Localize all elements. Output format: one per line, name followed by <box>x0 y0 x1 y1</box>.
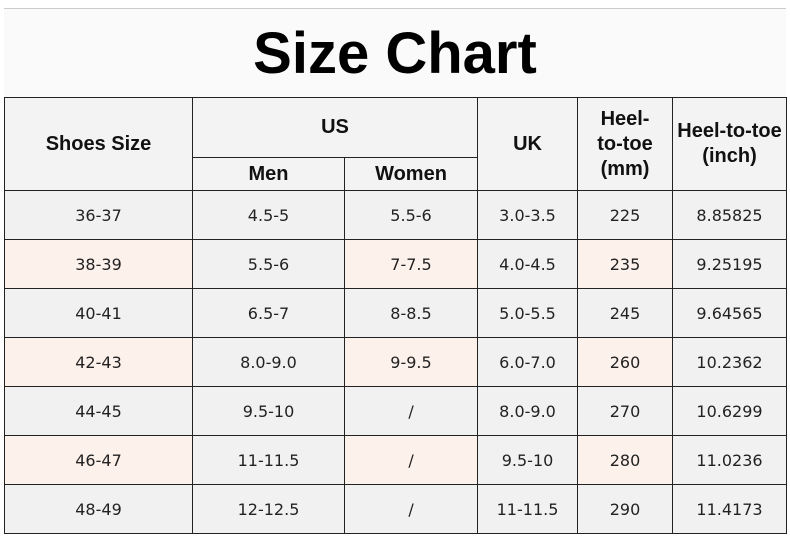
cell-uk: 4.0-4.5 <box>477 239 579 289</box>
cell-us-men: 5.5-6 <box>192 239 345 289</box>
cell-us-women: / <box>343 386 479 436</box>
cell-heel-to-toe-mm: 290 <box>577 484 674 534</box>
cell-us-men: 6.5-7 <box>192 288 345 338</box>
header-shoes-size: Shoes Size <box>4 97 193 191</box>
cell-heel-to-toe-inch: 11.0236 <box>672 435 788 485</box>
header-uk: UK <box>477 97 579 191</box>
header-heel-to-toe-inch: Heel-to-toe (inch) <box>672 97 788 191</box>
cell-uk: 8.0-9.0 <box>477 386 579 436</box>
cell-uk: 9.5-10 <box>477 435 579 485</box>
cell-us-women: / <box>343 484 479 534</box>
cell-us-women: 8-8.5 <box>343 288 479 338</box>
cell-shoes-size: 46-47 <box>4 435 193 485</box>
table-row: 44-45 9.5-10/8.0-9.0 270 10.6299 <box>4 386 788 436</box>
cell-shoes-size: 48-49 <box>4 484 193 534</box>
table-row: 36-37 4.5-5 5.5-6 3.0-3.5 225 8.85825 <box>4 190 788 240</box>
cell-us-women: 5.5-6 <box>343 190 479 240</box>
cell-uk: 5.0-5.5 <box>477 288 579 338</box>
cell-heel-to-toe-inch: 8.85825 <box>672 190 788 240</box>
header-heel-to-toe-mm: Heel-to-toe (mm) <box>577 97 674 191</box>
cell-heel-to-toe-mm: 260 <box>577 337 674 387</box>
cell-heel-to-toe-mm: 270 <box>577 386 674 436</box>
table-row: 46-47 11-11.5/9.5-10 280 11.0236 <box>4 435 788 485</box>
cell-heel-to-toe-inch: 10.6299 <box>672 386 788 436</box>
cell-uk: 3.0-3.5 <box>477 190 579 240</box>
table-row: 40-41 6.5-7 8-8.5 5.0-5.5 245 9.64565 <box>4 288 788 338</box>
cell-us-women: / <box>343 435 479 485</box>
cell-us-men: 12-12.5 <box>192 484 345 534</box>
header-us-women: Women <box>343 157 479 191</box>
cell-heel-to-toe-inch: 9.64565 <box>672 288 788 338</box>
table-row: 48-49 12-12.5/11-11.5 290 11.4173 <box>4 484 788 534</box>
cell-us-women: 7-7.5 <box>343 239 479 289</box>
table-row: 42-43 8.0-9.0 9-9.5 6.0-7.0 260 10.2362 <box>4 337 788 387</box>
cell-heel-to-toe-inch: 11.4173 <box>672 484 788 534</box>
cell-heel-to-toe-mm: 245 <box>577 288 674 338</box>
cell-shoes-size: 44-45 <box>4 386 193 436</box>
cell-shoes-size: 36-37 <box>4 190 193 240</box>
cell-uk: 11-11.5 <box>477 484 579 534</box>
cell-heel-to-toe-mm: 280 <box>577 435 674 485</box>
cell-shoes-size: 38-39 <box>4 239 193 289</box>
cell-shoes-size: 40-41 <box>4 288 193 338</box>
cell-uk: 6.0-7.0 <box>477 337 579 387</box>
cell-us-men: 4.5-5 <box>192 190 345 240</box>
cell-us-men: 9.5-10 <box>192 386 345 436</box>
cell-heel-to-toe-mm: 225 <box>577 190 674 240</box>
cell-heel-to-toe-inch: 9.25195 <box>672 239 788 289</box>
header-us: US <box>191 97 479 158</box>
cell-us-men: 11-11.5 <box>192 435 345 485</box>
header-us-men: Men <box>192 157 345 191</box>
cell-us-women: 9-9.5 <box>343 337 479 387</box>
page-title: Size Chart <box>4 8 786 98</box>
cell-heel-to-toe-inch: 10.2362 <box>672 337 788 387</box>
cell-shoes-size: 42-43 <box>4 337 193 387</box>
cell-us-men: 8.0-9.0 <box>192 337 345 387</box>
size-chart-table: Shoes Size US UK Heel-to-toe (mm) Heel-t… <box>4 97 788 534</box>
cell-heel-to-toe-mm: 235 <box>577 239 674 289</box>
table-row: 38-39 5.5-6 7-7.5 4.0-4.5 235 9.25195 <box>4 239 788 289</box>
